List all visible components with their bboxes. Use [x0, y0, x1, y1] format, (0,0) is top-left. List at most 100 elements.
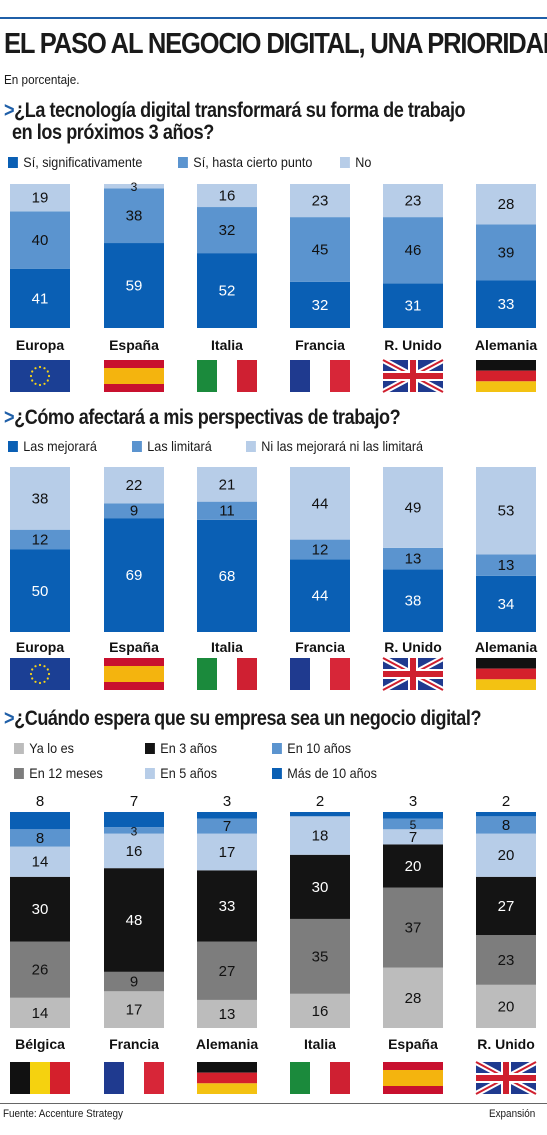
flag-fr-icon: [290, 360, 350, 392]
bar-value-label: 33: [219, 898, 236, 915]
bar-value-label: 13: [219, 1006, 236, 1023]
category-label: Italia: [211, 639, 243, 655]
bar-value-label: 16: [219, 188, 236, 205]
bar-segment: [104, 518, 164, 632]
legend-label: En 5 años: [160, 765, 218, 781]
legend-label: No: [355, 154, 372, 170]
flag-star: [34, 665, 37, 668]
bar-segment: [197, 501, 257, 520]
bar-segment: [383, 887, 443, 968]
flag-star: [34, 367, 37, 370]
flag-stripe: [50, 1062, 70, 1094]
bar-segment: [476, 935, 536, 985]
bar-segment: [476, 184, 536, 225]
flag-star: [46, 370, 49, 373]
flag-stripe: [104, 666, 164, 682]
bar-value-label: 40: [32, 232, 49, 249]
q1-legend-item: Sí, hasta cierto punto: [178, 154, 312, 170]
flag-stripe: [330, 658, 350, 690]
bar-segment: [10, 211, 70, 269]
flag-stripe: [310, 658, 330, 690]
bar-segment: [10, 268, 70, 328]
bar-top-label: 7: [130, 793, 138, 810]
bar-segment: [383, 217, 443, 284]
bar-segment: [10, 829, 70, 847]
bar-segment: [104, 188, 164, 244]
bar-value-label: 37: [405, 920, 422, 937]
bar-segment: [290, 184, 350, 218]
bar-segment: [197, 833, 257, 871]
bar-segment: [104, 833, 164, 869]
legend-swatch: [132, 441, 142, 452]
flag-es-icon: [383, 1062, 443, 1094]
flag-stripe: [104, 1062, 124, 1094]
bar-segment: [290, 993, 350, 1028]
bar-segment: [383, 467, 443, 548]
bar-segment: [10, 812, 70, 830]
bar-segment: [10, 941, 70, 998]
q2-question-text: ¿Cómo afectará a mis perspectivas de tra…: [14, 406, 401, 429]
flag-it-icon: [197, 360, 257, 392]
flag-stripe: [476, 668, 536, 680]
bar-segment: [383, 547, 443, 570]
q2-legend-item: Las mejorará: [8, 438, 97, 454]
legend-swatch: [272, 768, 282, 779]
page-title: EL PASO AL NEGOCIO DIGITAL, UNA PRIORIDA…: [4, 28, 547, 60]
bar-segment: [104, 243, 164, 328]
flag-field: [10, 658, 70, 690]
bar-value-label: 27: [498, 898, 515, 915]
flag-stripe: [197, 1072, 257, 1084]
bar-value-label: 45: [312, 242, 329, 259]
flag-uk-icon: [381, 357, 445, 395]
bar-segment: [290, 816, 350, 855]
bar-value-label: 3: [131, 824, 138, 838]
bar-value-label: 28: [405, 990, 422, 1007]
flag-stripe: [104, 368, 164, 384]
bar-value-label: 44: [312, 495, 329, 512]
flag-stripe: [197, 1062, 257, 1073]
flag-it-icon: [290, 1062, 350, 1094]
bar-segment: [383, 844, 443, 888]
bar-segment: [104, 503, 164, 519]
flag-stripe: [330, 360, 350, 392]
flag-fr-icon: [104, 1062, 164, 1094]
bar-value-label: 3: [131, 180, 138, 194]
flag-eu-icon: [10, 658, 70, 690]
flag-stripe: [30, 1062, 50, 1094]
bar-value-label: 23: [498, 952, 515, 969]
flag-stripe: [124, 1062, 144, 1094]
flag-stripe: [476, 679, 536, 690]
bar-value-label: 38: [126, 208, 143, 225]
bar-segment: [476, 575, 536, 632]
flag-cross: [476, 1075, 536, 1081]
bar-value-label: 34: [498, 596, 515, 613]
q2-legend-item: Las limitará: [132, 438, 212, 454]
footer-rule: [0, 1103, 547, 1104]
bar-segment: [476, 816, 536, 834]
q1-question: >¿La tecnología digital transformará su …: [4, 99, 466, 122]
flag-stripe: [197, 658, 217, 690]
flag-star: [29, 374, 33, 378]
flag-star: [46, 379, 49, 382]
legend-swatch: [178, 157, 188, 168]
source-note: Fuente: Accenture Strategy: [3, 1108, 123, 1120]
flag-stripe: [290, 658, 310, 690]
bar-segment: [197, 467, 257, 502]
bar-segment: [476, 224, 536, 281]
flag-stripe: [10, 1062, 30, 1094]
category-label: Alemania: [475, 639, 537, 655]
q1-legend-item: Sí, significativamente: [8, 154, 142, 170]
bar-segment: [290, 217, 350, 282]
bar-value-label: 30: [312, 879, 329, 896]
bar-segment: [104, 991, 164, 1028]
bar-top-label: 3: [409, 793, 417, 810]
q1-question-line1: ¿La tecnología digital transformará su f…: [14, 99, 466, 122]
bar-value-label: 48: [126, 912, 143, 929]
flag-stripe: [310, 1062, 330, 1094]
q3-legend-item: En 5 años: [145, 765, 217, 781]
bar-value-label: 20: [498, 998, 515, 1015]
flag-cross: [383, 373, 443, 379]
legend-swatch: [246, 441, 256, 452]
bar-segment: [290, 812, 350, 817]
